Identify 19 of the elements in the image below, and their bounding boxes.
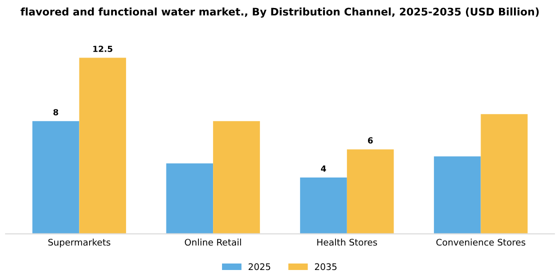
data-label: 8: [53, 109, 58, 116]
x-tick-label: Supermarkets: [48, 238, 110, 248]
legend-label: 2025: [248, 263, 270, 270]
bar: [480, 114, 528, 234]
legend-label: 2035: [314, 263, 336, 270]
chart-title: flavored and functional water market., By Distribution Channel, 2025-2035 (USD Billion): [20, 8, 539, 18]
bar: [166, 163, 214, 234]
bar: [213, 121, 260, 234]
x-tick-label: Convenience Stores: [436, 238, 526, 246]
bar: [32, 121, 80, 234]
bar: [79, 58, 126, 234]
data-label: 4: [320, 166, 326, 172]
data-label: 12.5: [93, 46, 112, 52]
x-tick-label: Health Stores: [317, 238, 378, 246]
bar: [300, 177, 347, 234]
x-tick-label: Online Retail: [184, 238, 241, 246]
data-label: 6: [368, 137, 373, 144]
bar: [346, 149, 394, 234]
bar: [434, 156, 481, 234]
